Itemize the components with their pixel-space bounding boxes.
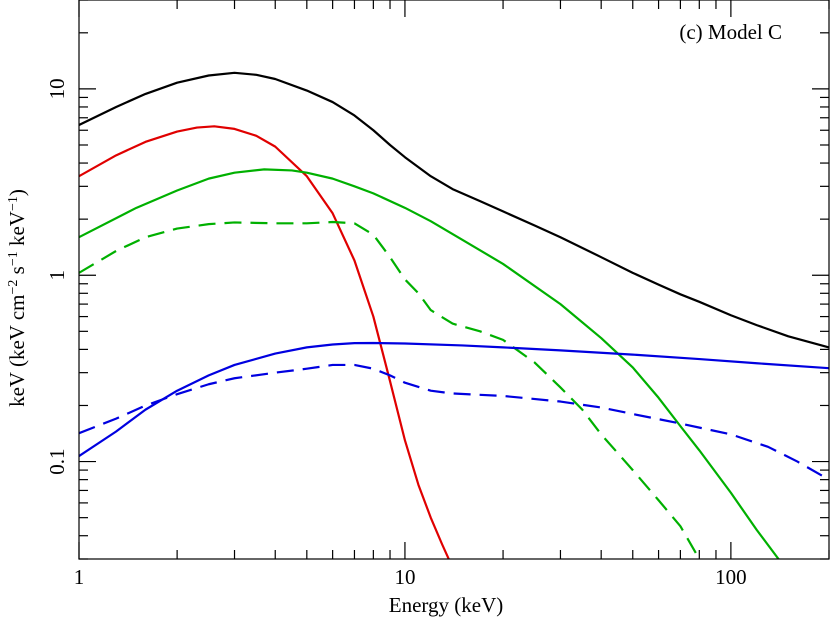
plot-frame xyxy=(78,0,830,560)
y-axis-title: keV (keV cm−2 s−1 keV−1) xyxy=(5,189,29,407)
x-axis-title: Energy (keV) xyxy=(389,593,504,617)
y-axis-title-exp1: −2 xyxy=(6,280,21,295)
series-line-total xyxy=(79,71,830,349)
y-axis-title-exp3: −1 xyxy=(6,196,21,211)
series-line-blue-solid xyxy=(79,341,830,458)
y-tick-label: 0.1 xyxy=(45,448,69,474)
series-line-green-dashed xyxy=(79,220,701,559)
axis-ticks xyxy=(78,0,830,560)
series-line-green-solid xyxy=(79,168,781,559)
model-annotation: (c) Model C xyxy=(679,20,782,44)
series-line-blue-dashed xyxy=(79,363,830,481)
y-axis-title-mid1: s xyxy=(5,266,29,279)
y-axis-title-exp2: −1 xyxy=(6,251,21,266)
axis-tick-labels: 1 10 100 0.1 1 10 xyxy=(45,78,747,589)
y-tick-label: 1 xyxy=(45,270,69,281)
y-axis-title-prefix: keV (keV cm xyxy=(5,295,29,407)
x-tick-label: 100 xyxy=(715,565,747,589)
series-line-red-solid xyxy=(79,125,450,559)
series-layer xyxy=(79,71,830,559)
y-tick-label: 10 xyxy=(45,78,69,99)
x-tick-label: 10 xyxy=(394,565,415,589)
y-axis-title-mid2: keV xyxy=(5,211,29,251)
x-tick-label: 1 xyxy=(74,565,85,589)
y-axis-title-suffix: ) xyxy=(5,189,29,196)
